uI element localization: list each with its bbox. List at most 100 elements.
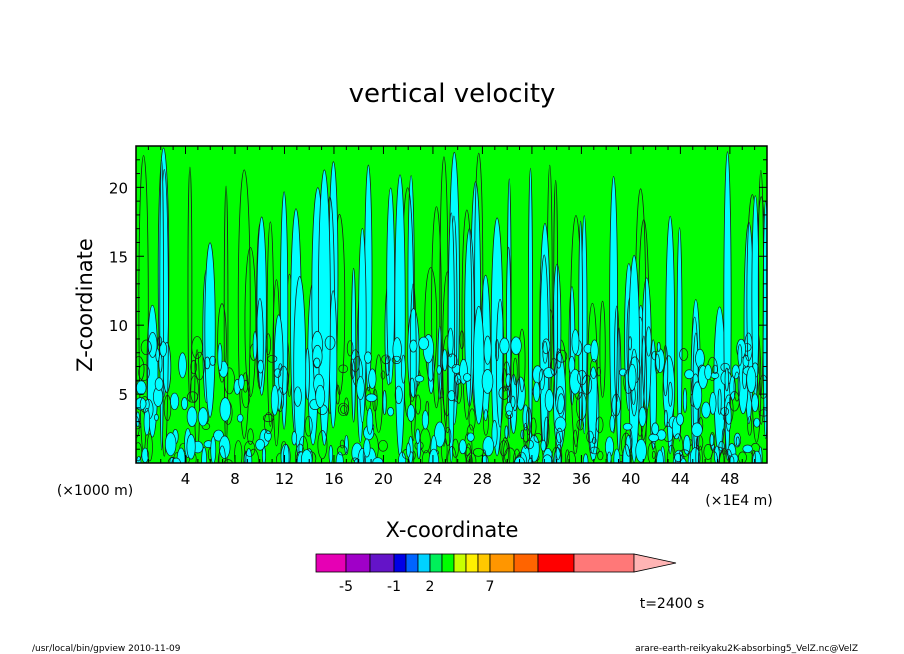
contour-cell bbox=[368, 368, 377, 389]
contour-cell bbox=[210, 436, 217, 463]
contour-cell bbox=[554, 416, 567, 432]
contour-cell bbox=[684, 369, 695, 380]
contour-cell bbox=[533, 432, 543, 443]
contour-cell bbox=[651, 450, 656, 459]
contour-cell bbox=[219, 397, 231, 422]
contour-cell bbox=[136, 397, 147, 411]
contour-cell bbox=[662, 345, 669, 397]
contour-cell bbox=[191, 336, 203, 359]
contour-cell bbox=[441, 349, 448, 372]
contour-cell bbox=[315, 384, 326, 408]
contour-cell bbox=[140, 339, 152, 356]
contour-cell bbox=[614, 305, 620, 403]
contour-cell bbox=[415, 428, 421, 444]
contour-cell bbox=[186, 406, 198, 427]
contour-cell bbox=[339, 439, 345, 449]
contour-cell bbox=[502, 440, 511, 463]
contour-cell bbox=[223, 367, 236, 395]
contour-cell bbox=[490, 217, 504, 457]
contour-cell bbox=[703, 443, 713, 460]
contour-cell bbox=[409, 283, 417, 441]
contour-cell bbox=[447, 446, 457, 463]
contour-cell bbox=[724, 367, 729, 392]
contour-cell bbox=[555, 348, 562, 369]
contour-cell bbox=[472, 447, 484, 457]
contour-cell bbox=[381, 354, 391, 365]
contour-cell bbox=[586, 430, 594, 443]
contour-cell bbox=[468, 408, 476, 431]
contour-cell bbox=[589, 358, 598, 379]
contour-cell bbox=[409, 377, 416, 402]
x-tick-label: 20 bbox=[374, 470, 393, 488]
x-tick-label: 28 bbox=[473, 470, 492, 488]
x-tick-label: 12 bbox=[275, 470, 294, 488]
contour-cell bbox=[391, 355, 402, 365]
contour-cell bbox=[146, 433, 153, 462]
contour-cell bbox=[394, 385, 403, 405]
contour-cell bbox=[491, 420, 498, 448]
contour-cell bbox=[244, 440, 256, 457]
contour-cell bbox=[569, 368, 581, 395]
contour-cell bbox=[139, 396, 150, 413]
contour-cell bbox=[436, 365, 442, 375]
colorbar-swatch bbox=[477, 553, 491, 573]
contour-cell bbox=[731, 364, 740, 380]
y-tick-label: 5 bbox=[118, 386, 128, 404]
contour-cell bbox=[525, 407, 532, 436]
colorbar-swatch bbox=[405, 553, 419, 573]
contour-cell bbox=[324, 335, 336, 350]
y-axis-label: Z-coordinate bbox=[73, 238, 97, 372]
contour-cell bbox=[343, 397, 349, 416]
contour-cell bbox=[758, 409, 767, 417]
colorbar-swatch bbox=[537, 553, 575, 573]
contour-cell bbox=[143, 407, 151, 436]
contour-cell bbox=[234, 440, 243, 463]
contour-cell bbox=[440, 388, 444, 398]
contour-cell bbox=[190, 359, 197, 375]
contour-cell bbox=[463, 373, 472, 382]
contour-cell bbox=[577, 370, 587, 386]
contour-cell bbox=[758, 374, 767, 399]
contour-cell bbox=[350, 349, 360, 373]
contour-cell bbox=[304, 415, 313, 437]
contour-cell bbox=[501, 437, 510, 463]
contour-cell bbox=[366, 407, 374, 435]
contour-cell bbox=[382, 390, 387, 416]
colorbar-swatch bbox=[465, 553, 479, 573]
contour-cell bbox=[236, 413, 244, 423]
contour-cell bbox=[218, 435, 231, 459]
contour-cell bbox=[510, 336, 522, 355]
contour-cell bbox=[421, 410, 429, 430]
contour-cell bbox=[747, 416, 753, 436]
contour-cell bbox=[679, 348, 689, 361]
contour-cell bbox=[710, 371, 720, 379]
contour-cell bbox=[571, 329, 580, 355]
footer-left: /usr/local/bin/gpview 2010-11-09 bbox=[32, 644, 181, 654]
contour-cell bbox=[301, 449, 313, 463]
contour-cell bbox=[654, 353, 660, 374]
contour-cell bbox=[656, 449, 664, 463]
contour-cell bbox=[697, 445, 703, 463]
contour-cell bbox=[590, 339, 599, 363]
contour-cell bbox=[344, 435, 349, 455]
contour-cell bbox=[458, 439, 467, 455]
contour-cell bbox=[483, 409, 489, 436]
contour-cell bbox=[473, 305, 485, 425]
contour-cell bbox=[372, 457, 384, 463]
contour-cell bbox=[572, 429, 578, 455]
contour-cell bbox=[247, 428, 254, 445]
contour-cell bbox=[446, 353, 458, 369]
contour-cell bbox=[431, 206, 442, 409]
contour-cell bbox=[729, 391, 740, 412]
colorbar-label: 2 bbox=[426, 579, 435, 595]
contour-cell bbox=[418, 336, 429, 351]
colorbar-swatch bbox=[489, 553, 515, 573]
contour-cell bbox=[380, 370, 386, 380]
contour-cell bbox=[622, 422, 633, 431]
contour-cell bbox=[525, 439, 534, 450]
contour-cell bbox=[351, 267, 357, 423]
contour-cell bbox=[317, 430, 328, 460]
x-tick-label: 16 bbox=[324, 470, 343, 488]
